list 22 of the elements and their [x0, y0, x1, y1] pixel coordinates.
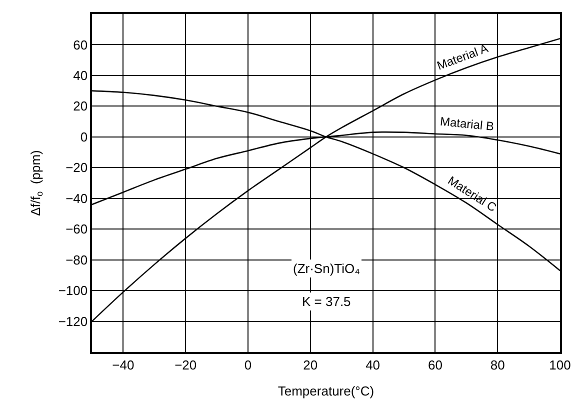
y-tick-label: 60 [73, 37, 88, 52]
text: Matarial B [439, 114, 495, 134]
y-tick-label: 20 [73, 98, 88, 114]
y-tick-label: −40 [66, 190, 88, 206]
x-axis-title: Temperature(°C) [278, 383, 374, 398]
x-tick-label: 60 [428, 357, 442, 372]
y-tick-label: −60 [66, 222, 88, 237]
x-tick-label: 20 [303, 357, 318, 372]
annotation: (Zr·Sn)TiO₄ [293, 261, 360, 276]
y-tick-label: −100 [58, 283, 88, 298]
y-tick-label: −80 [66, 252, 88, 268]
x-tick-label: 40 [366, 357, 380, 372]
y-tick-label: −20 [66, 160, 88, 176]
y-tick-label: −120 [58, 314, 88, 329]
x-tick-label: −20 [174, 357, 197, 372]
x-tick-label: 0 [244, 357, 252, 372]
y-tick-label: 40 [73, 68, 88, 83]
y-tick-label: 0 [80, 129, 88, 144]
annotation: K = 37.5 [302, 294, 351, 309]
x-tick-label: 100 [549, 357, 571, 372]
x-tick-label: 80 [490, 357, 505, 372]
x-tick-label: −40 [112, 357, 134, 372]
